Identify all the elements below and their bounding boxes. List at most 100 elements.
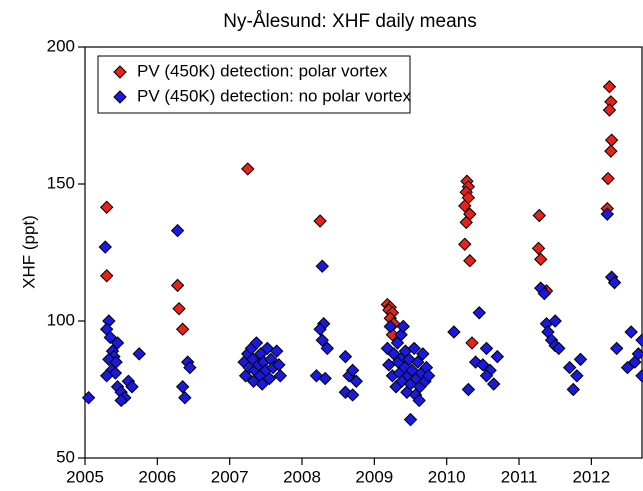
data-point [461, 382, 476, 397]
data-point [269, 344, 284, 358]
legend-box [97, 55, 411, 114]
data-point [81, 391, 96, 405]
data-point [635, 369, 643, 383]
legend-marker [113, 90, 127, 104]
data-point [537, 286, 552, 301]
data-point [620, 360, 635, 375]
legend-label: PV (450K) detection: no polar vortex [137, 86, 412, 105]
data-point [548, 314, 562, 328]
y-tick-label: 150 [47, 173, 75, 192]
data-point [609, 341, 624, 356]
x-tick-label: 2006 [138, 467, 176, 486]
data-point [338, 349, 353, 364]
data-point [472, 306, 486, 320]
data-point [447, 325, 461, 339]
data-point [421, 369, 436, 383]
data-point [479, 341, 494, 356]
data-point [125, 380, 139, 394]
data-point [114, 393, 128, 408]
data-point [98, 240, 112, 254]
data-point [476, 358, 490, 372]
y-tick-label: 200 [47, 36, 75, 55]
y-axis-label: XHF (ppt) [19, 215, 38, 289]
data-point [99, 369, 114, 383]
x-tick-label: 2005 [66, 467, 104, 486]
data-point [249, 336, 264, 350]
data-point [602, 103, 617, 117]
data-point [601, 171, 615, 186]
data-point [635, 333, 643, 347]
data-point [607, 275, 622, 290]
data-point [458, 199, 472, 213]
x-tick-label: 2009 [355, 467, 393, 486]
x-tick-label: 2011 [501, 467, 538, 486]
data-point [458, 237, 472, 251]
x-tick-label: 2007 [211, 467, 249, 486]
data-point [604, 144, 618, 158]
data-point [531, 241, 546, 256]
data-point [345, 388, 360, 402]
data-point [175, 322, 190, 336]
data-point [402, 352, 416, 367]
data-point [132, 347, 146, 361]
data-point [255, 377, 269, 391]
data-point [320, 341, 335, 356]
data-point [459, 215, 473, 230]
data-point [624, 325, 638, 339]
data-point [383, 319, 397, 334]
data-point [463, 254, 477, 268]
data-point [479, 369, 494, 383]
y-tick-label: 50 [56, 447, 75, 466]
data-point [604, 133, 619, 147]
data-point [318, 371, 332, 386]
data-point [345, 363, 360, 378]
data-point [315, 333, 329, 347]
data-point [103, 330, 118, 345]
data-point [573, 352, 588, 367]
data-point [394, 327, 408, 342]
data-point [262, 371, 277, 386]
data-point [313, 322, 327, 336]
data-point [99, 269, 114, 283]
data-point [313, 214, 327, 228]
data-point [552, 341, 566, 356]
data-point [411, 355, 425, 369]
data-point [600, 207, 614, 221]
data-point [315, 259, 329, 273]
data-point [349, 374, 363, 388]
data-point [602, 80, 617, 94]
x-tick-label: 2008 [283, 467, 321, 486]
data-point [338, 385, 353, 399]
data-point [534, 252, 548, 267]
plot-frame [84, 46, 643, 459]
data-point [412, 393, 426, 408]
data-point [487, 377, 501, 391]
data-point [416, 347, 430, 361]
data-point [178, 391, 192, 405]
data-point [465, 336, 479, 350]
legend-marker [113, 65, 127, 79]
data-point [309, 369, 324, 383]
legend-label: PV (450K) detection: polar vortex [137, 61, 388, 80]
data-point [532, 208, 546, 223]
data-point [172, 301, 186, 316]
y-tick-label: 100 [47, 310, 75, 329]
data-point [562, 360, 577, 375]
data-point [570, 369, 584, 383]
data-point [170, 278, 185, 293]
data-point [110, 336, 125, 350]
data-point [273, 369, 288, 383]
data-point [183, 360, 197, 375]
data-point [260, 341, 274, 356]
data-point [566, 382, 580, 397]
data-point [631, 347, 643, 361]
data-point [170, 223, 185, 238]
data-point [241, 162, 255, 176]
data-point [396, 319, 410, 334]
data-point [403, 412, 418, 427]
chart-title: Ny-Ålesund: XHF daily means [223, 11, 476, 32]
x-tick-label: 2010 [428, 467, 466, 486]
data-point [490, 349, 505, 364]
x-tick-label: 2012 [572, 467, 610, 486]
